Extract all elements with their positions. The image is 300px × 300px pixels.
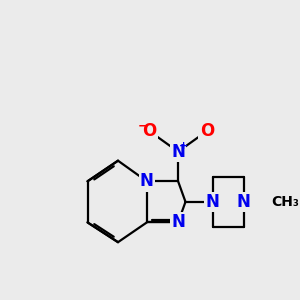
Text: −: − — [138, 119, 148, 132]
Text: O: O — [200, 122, 214, 140]
Text: O: O — [142, 122, 156, 140]
Text: N: N — [237, 193, 251, 211]
Text: N: N — [171, 213, 185, 231]
Text: N: N — [206, 193, 220, 211]
Text: CH₃: CH₃ — [272, 195, 299, 209]
Text: N: N — [140, 172, 154, 190]
Text: N: N — [171, 142, 185, 160]
Text: +: + — [179, 141, 188, 151]
